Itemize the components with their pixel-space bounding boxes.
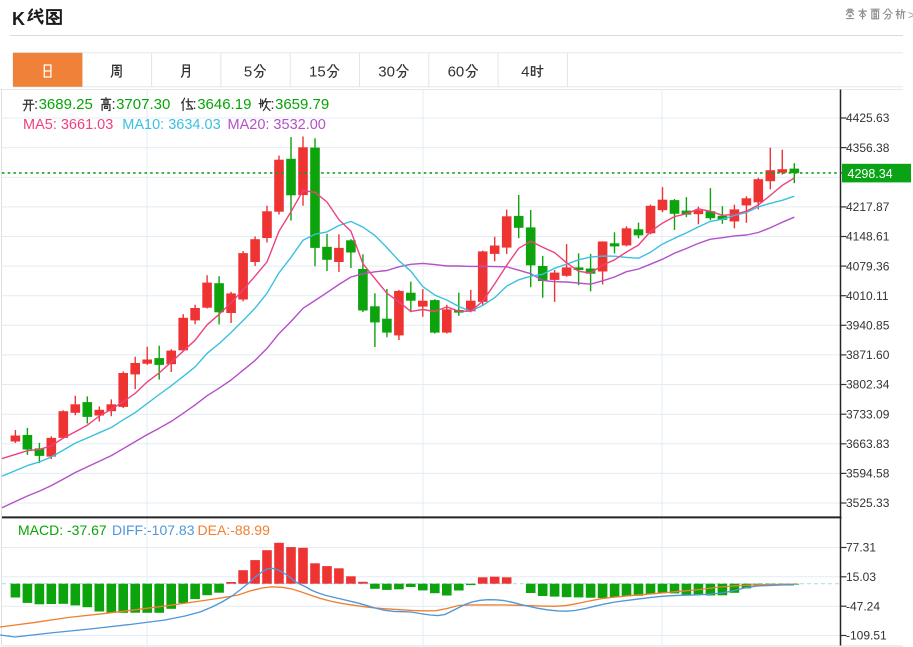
svg-text:>: > — [908, 8, 913, 22]
svg-text:4298.34: 4298.34 — [848, 167, 893, 181]
svg-text:3663.83: 3663.83 — [846, 437, 890, 451]
svg-text:3659.79: 3659.79 — [275, 96, 329, 113]
svg-text:3707.30: 3707.30 — [116, 96, 170, 113]
svg-text:3733.09: 3733.09 — [846, 407, 890, 421]
svg-text:3940.85: 3940.85 — [846, 319, 890, 333]
svg-text:3525.33: 3525.33 — [846, 496, 890, 510]
svg-text::: : — [112, 96, 116, 113]
svg-text:DEA:-88.99: DEA:-88.99 — [198, 522, 271, 538]
svg-text:30: 30 — [378, 64, 395, 81]
svg-text::: : — [270, 96, 274, 113]
svg-text:77.31: 77.31 — [846, 541, 876, 555]
svg-text:4079.36: 4079.36 — [846, 259, 890, 273]
svg-text:4356.38: 4356.38 — [846, 141, 890, 155]
svg-text:4010.11: 4010.11 — [846, 289, 889, 303]
svg-text:3594.58: 3594.58 — [846, 467, 890, 481]
svg-text:-109.51: -109.51 — [846, 629, 887, 643]
svg-text:-47.24: -47.24 — [846, 599, 880, 613]
svg-text:3689.25: 3689.25 — [39, 96, 93, 113]
svg-text:4148.61: 4148.61 — [846, 230, 890, 244]
svg-text:3871.60: 3871.60 — [846, 348, 890, 362]
svg-text:DIFF:-107.83: DIFF:-107.83 — [112, 522, 195, 538]
svg-text:MA5: 3661.03: MA5: 3661.03 — [23, 117, 113, 133]
svg-text:MA20: 3532.00: MA20: 3532.00 — [228, 117, 326, 133]
svg-text:K: K — [12, 9, 25, 29]
svg-text:4217.87: 4217.87 — [846, 200, 890, 214]
svg-text:3802.34: 3802.34 — [846, 378, 890, 392]
svg-text:5: 5 — [244, 64, 252, 81]
svg-text:15: 15 — [309, 64, 326, 81]
svg-text:4: 4 — [521, 64, 529, 81]
svg-text:4425.63: 4425.63 — [846, 111, 890, 125]
svg-text:3646.19: 3646.19 — [197, 96, 251, 113]
svg-text:15.03: 15.03 — [846, 570, 876, 584]
svg-text:MA10: 3634.03: MA10: 3634.03 — [122, 117, 220, 133]
svg-text:MACD: -37.67: MACD: -37.67 — [18, 522, 107, 538]
svg-text:60: 60 — [448, 64, 465, 81]
svg-text::: : — [193, 96, 197, 113]
svg-text::: : — [34, 96, 38, 113]
